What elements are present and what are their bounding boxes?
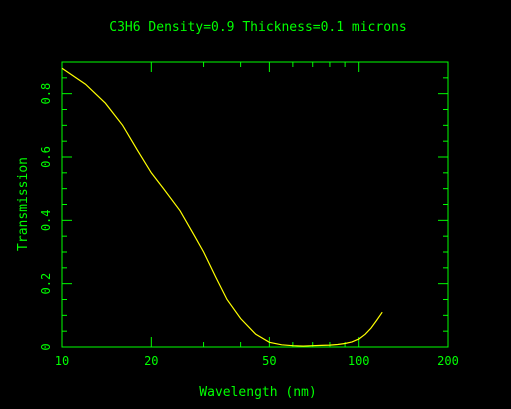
x-tick-label: 50 bbox=[262, 354, 276, 368]
y-tick-label: 0.6 bbox=[39, 146, 53, 168]
chart-title: C3H6 Density=0.9 Thickness=0.1 microns bbox=[109, 20, 406, 35]
x-tick-label: 20 bbox=[144, 354, 158, 368]
x-tick-label: 100 bbox=[348, 354, 370, 368]
x-axis-label: Wavelength (nm) bbox=[199, 385, 316, 400]
plot-frame bbox=[61, 61, 449, 348]
y-tick-label: 0.4 bbox=[39, 209, 53, 231]
x-tick-label: 200 bbox=[437, 354, 459, 368]
x-tick-label: 10 bbox=[55, 354, 69, 368]
y-tick-label: 0 bbox=[39, 343, 53, 350]
y-tick-label: 0.8 bbox=[39, 83, 53, 105]
y-axis: 0 0.2 0.4 0.6 0.8 bbox=[39, 77, 448, 351]
transmission-curve bbox=[61, 67, 383, 347]
y-axis-label: Transmission bbox=[16, 157, 31, 251]
y-tick-label: 0.2 bbox=[39, 273, 53, 295]
x-axis: 10 20 50 100 200 bbox=[55, 62, 459, 368]
